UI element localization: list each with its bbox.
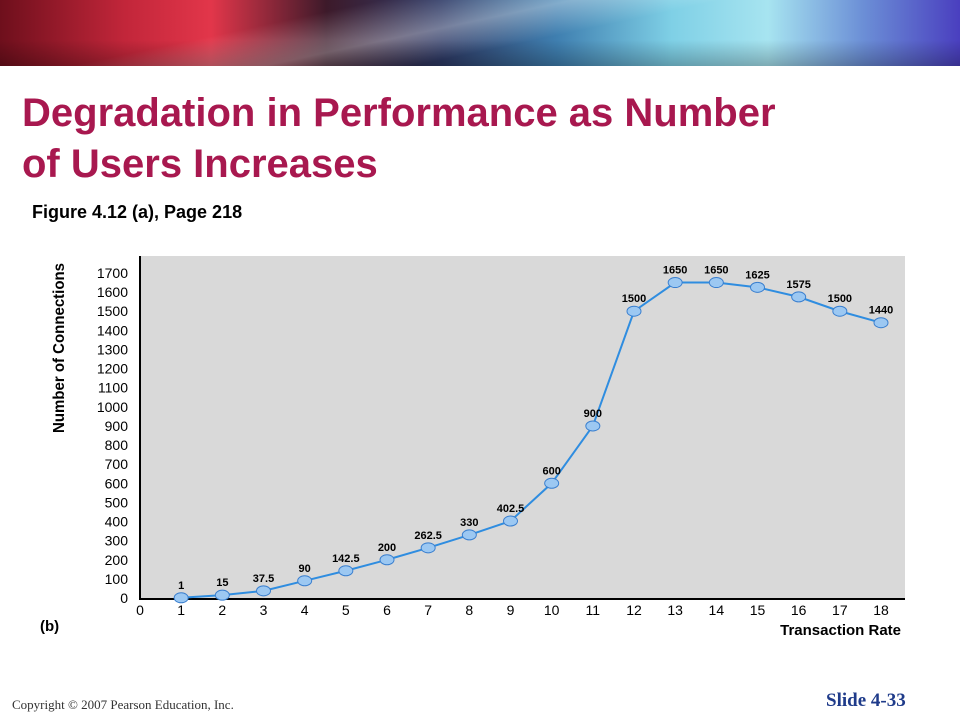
data-label: 1 <box>178 580 184 592</box>
y-tick-label: 900 <box>105 418 129 434</box>
data-point <box>873 317 889 329</box>
data-label: 900 <box>584 408 602 420</box>
data-point <box>544 477 560 489</box>
x-tick-label: 7 <box>424 602 432 618</box>
chart-axes <box>139 256 905 600</box>
y-axis-label: Number of Connections <box>51 263 68 433</box>
data-point <box>750 281 765 293</box>
data-point <box>379 554 395 566</box>
slide-number: Slide 4-33 <box>826 690 906 711</box>
x-tick-label: 0 <box>136 602 144 618</box>
y-tick-label: 500 <box>105 494 129 510</box>
data-label: 1625 <box>745 269 769 281</box>
y-tick-label: 1600 <box>97 284 128 300</box>
copyright-text: Copyright © 2007 Pearson Education, Inc. <box>12 697 234 712</box>
data-label: 37.5 <box>253 573 274 585</box>
plot-area <box>140 256 905 598</box>
y-tick-label: 1200 <box>97 361 128 377</box>
data-point <box>173 592 189 604</box>
y-tick-label: 700 <box>105 456 129 472</box>
data-point <box>503 515 518 527</box>
y-tick-label: 800 <box>105 437 129 453</box>
data-point <box>791 291 807 303</box>
x-tick-label: 11 <box>586 602 601 618</box>
data-label: 1440 <box>869 305 893 317</box>
slide-title: Degradation in Performance as Number of … <box>22 88 922 190</box>
panel-label: (b) <box>40 618 59 635</box>
banner-shade <box>0 40 960 66</box>
data-series: 1 15 37.5 90 142.5 200 262.5 330 402.5 600 900 1500… <box>173 265 893 604</box>
tick-labels: 0100200300400500600700800900100011001200… <box>97 265 889 618</box>
slide-title-line-2: of Users Increases <box>22 142 378 186</box>
data-point <box>667 277 683 289</box>
data-point <box>214 589 230 601</box>
data-point <box>297 575 313 587</box>
x-tick-label: 4 <box>301 602 309 618</box>
x-axis-label: Transaction Rate <box>780 622 901 639</box>
x-tick-label: 16 <box>791 602 807 618</box>
x-tick-label: 9 <box>507 602 515 618</box>
x-tick-label: 10 <box>544 602 560 618</box>
data-label: 1500 <box>828 293 852 305</box>
x-tick-label: 1 <box>177 602 185 618</box>
data-label: 1575 <box>786 279 810 291</box>
y-tick-label: 1300 <box>97 341 128 357</box>
data-point <box>461 529 477 541</box>
x-tick-label: 14 <box>709 602 725 618</box>
data-point <box>832 305 848 317</box>
x-tick-label: 3 <box>260 602 268 618</box>
x-tick-label: 15 <box>750 602 766 618</box>
data-point <box>256 585 271 597</box>
y-tick-label: 400 <box>105 514 129 530</box>
x-tick-label: 2 <box>218 602 226 618</box>
data-label: 15 <box>216 577 228 589</box>
x-tick-label: 5 <box>342 602 350 618</box>
x-tick-label: 17 <box>832 602 848 618</box>
x-tick-label: 8 <box>465 602 473 618</box>
y-tick-label: 1100 <box>98 380 128 396</box>
figure-reference: Figure 4.12 (a), Page 218 <box>32 202 243 222</box>
slide-title-line-1: Degradation in Performance as Number <box>22 91 776 135</box>
x-tick-label: 12 <box>626 602 642 618</box>
data-label: 402.5 <box>497 503 525 515</box>
data-label: 600 <box>542 465 560 477</box>
data-label: 1500 <box>622 293 646 305</box>
y-tick-label: 1700 <box>97 265 128 281</box>
data-label: 142.5 <box>332 553 360 565</box>
y-tick-label: 100 <box>105 571 129 587</box>
data-label: 1650 <box>704 265 728 277</box>
x-tick-label: 18 <box>873 602 889 618</box>
data-label: 90 <box>299 563 311 575</box>
y-tick-label: 200 <box>105 552 129 568</box>
data-point <box>338 565 354 577</box>
y-tick-label: 600 <box>105 475 129 491</box>
data-point <box>420 542 436 554</box>
banner-streak <box>60 0 820 66</box>
data-label: 330 <box>460 517 478 529</box>
data-point <box>626 305 642 317</box>
data-point <box>585 420 601 432</box>
y-tick-label: 1400 <box>97 322 128 338</box>
data-label: 200 <box>378 542 396 554</box>
x-tick-label: 13 <box>667 602 683 618</box>
data-label: 262.5 <box>414 530 442 542</box>
header-banner <box>0 0 960 66</box>
y-tick-label: 1000 <box>97 399 128 415</box>
y-tick-label: 1500 <box>97 303 128 319</box>
data-label: 1650 <box>663 265 687 277</box>
y-tick-label: 300 <box>105 533 129 549</box>
y-tick-label: 0 <box>120 590 128 606</box>
data-point <box>708 277 724 289</box>
x-tick-label: 6 <box>383 602 391 618</box>
